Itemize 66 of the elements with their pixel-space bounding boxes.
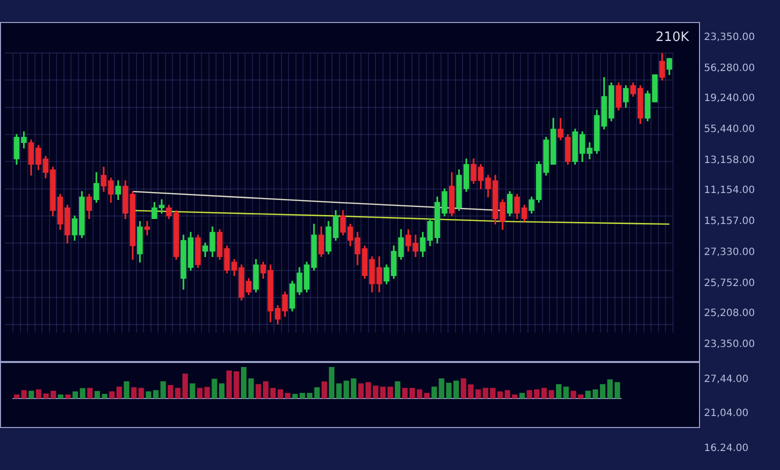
bar (212, 378, 218, 399)
bar (160, 381, 166, 399)
bar (138, 388, 144, 399)
bar (131, 387, 137, 399)
text: 25,752.00 (704, 278, 756, 289)
bar (314, 387, 320, 399)
bar (102, 394, 108, 399)
bar (350, 378, 356, 399)
bar (50, 390, 56, 399)
bar (394, 381, 400, 399)
bar (168, 385, 174, 399)
text: 13,158.00 (704, 154, 756, 166)
bar (570, 390, 576, 399)
bar (80, 388, 86, 399)
bar (519, 392, 525, 399)
bar (366, 382, 372, 399)
bar (65, 394, 71, 399)
text: 11,154.00 (704, 185, 756, 196)
text: 23,350.00 (704, 32, 756, 43)
text: 25,208.00 (704, 308, 756, 320)
bar (534, 389, 540, 399)
bar (58, 394, 64, 399)
text: 16.24.00 (704, 443, 750, 454)
text: 56,280.00 (704, 62, 756, 74)
text: 21,04.00 (704, 408, 750, 420)
text: 27,44.00 (704, 374, 750, 385)
bar (306, 392, 312, 399)
text: 210K (656, 30, 690, 45)
bar (28, 390, 34, 399)
bar (248, 378, 254, 399)
bar (116, 386, 122, 399)
bar (453, 380, 459, 399)
bar (256, 384, 262, 399)
bar (344, 380, 350, 399)
bar (87, 388, 93, 399)
bar (175, 388, 181, 399)
bar (512, 394, 518, 399)
bar (388, 386, 393, 399)
bar (409, 388, 415, 399)
bar (526, 390, 532, 399)
bar (556, 384, 562, 399)
bar (490, 388, 496, 399)
bar (322, 382, 328, 399)
bar (197, 388, 203, 399)
text: 15,157.00 (704, 216, 756, 228)
text: 23,350.00 (704, 339, 756, 350)
bar (182, 374, 188, 399)
bar (431, 386, 437, 399)
bar (204, 386, 210, 399)
bar (563, 386, 569, 399)
bar (72, 391, 78, 399)
bar (358, 383, 364, 399)
bar (578, 394, 584, 399)
bar (402, 388, 408, 399)
bar (241, 367, 246, 399)
text: 19,240.00 (704, 93, 756, 104)
text: 27,330.00 (704, 246, 756, 258)
text: 55,440.00 (704, 124, 756, 136)
bar (262, 381, 268, 399)
bar (124, 381, 130, 399)
bar (284, 392, 290, 399)
bar (600, 384, 606, 399)
bar (219, 383, 225, 399)
bar (109, 391, 115, 399)
bar (94, 391, 100, 399)
bar (190, 383, 196, 399)
